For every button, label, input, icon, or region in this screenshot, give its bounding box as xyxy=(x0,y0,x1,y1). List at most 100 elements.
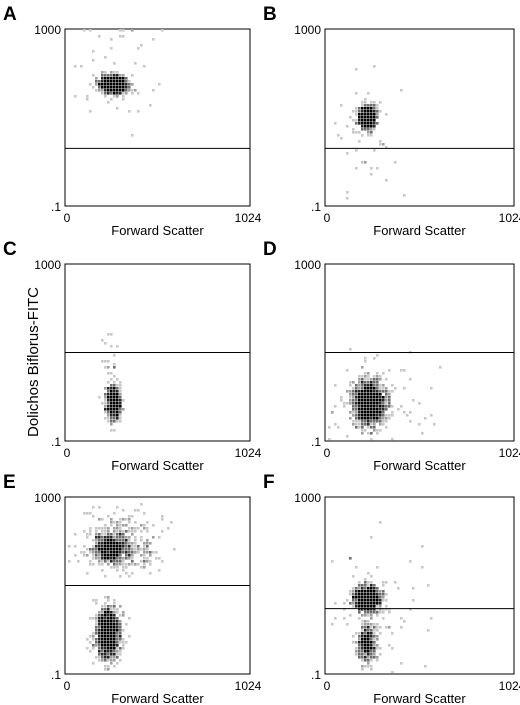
density-cell xyxy=(119,638,122,641)
density-cell xyxy=(122,524,125,527)
density-cell xyxy=(370,101,373,104)
density-cell xyxy=(98,641,101,644)
density-cell xyxy=(107,650,110,653)
density-cell xyxy=(113,62,116,65)
density-cell xyxy=(352,387,355,390)
density-cell xyxy=(131,554,134,557)
density-cell xyxy=(134,527,137,530)
density-cell xyxy=(131,557,134,560)
density-cell xyxy=(116,414,119,417)
density-cell xyxy=(388,611,391,614)
density-cell xyxy=(74,65,77,68)
density-cell xyxy=(352,119,355,122)
density-cell xyxy=(382,417,385,420)
density-cell xyxy=(92,59,95,62)
density-cell xyxy=(104,92,107,95)
density-cell xyxy=(101,83,104,86)
density-cell xyxy=(370,665,373,668)
density-cell xyxy=(367,372,370,375)
density-cell xyxy=(116,390,119,393)
density-cell xyxy=(113,605,116,608)
x-tick-label-max: 1024 xyxy=(499,211,520,225)
density-cell xyxy=(367,387,370,390)
density-cell xyxy=(397,408,400,411)
density-cell xyxy=(361,417,364,420)
density-cell xyxy=(376,414,379,417)
density-cell xyxy=(376,611,379,614)
density-cell xyxy=(104,644,107,647)
plot-frame xyxy=(64,28,251,207)
density-cell xyxy=(373,644,376,647)
density-cell xyxy=(113,653,116,656)
density-cell xyxy=(421,432,424,435)
density-cell xyxy=(110,89,113,92)
density-cell xyxy=(358,617,361,620)
density-cell xyxy=(95,620,98,623)
density-cell xyxy=(349,393,352,396)
density-cell xyxy=(352,128,355,131)
density-cell xyxy=(110,390,113,393)
density-cell xyxy=(116,384,119,387)
density-cell xyxy=(95,77,98,80)
density-cell xyxy=(116,560,119,563)
density-cell xyxy=(364,107,367,110)
density-cell xyxy=(367,417,370,420)
density-cell xyxy=(122,74,125,77)
density-cell xyxy=(113,626,116,629)
density-points xyxy=(328,348,442,441)
density-cell xyxy=(104,366,107,369)
density-cell xyxy=(373,599,376,602)
density-cell xyxy=(125,524,128,527)
density-cell xyxy=(122,89,125,92)
density-cell xyxy=(143,542,146,545)
density-cell xyxy=(367,608,370,611)
density-cell xyxy=(119,77,122,80)
density-cell xyxy=(343,405,346,408)
density-cell xyxy=(370,611,373,614)
density-cell xyxy=(113,566,116,569)
density-cell xyxy=(349,402,352,405)
density-cell xyxy=(113,390,116,393)
density-cell xyxy=(355,68,358,71)
density-cell xyxy=(361,414,364,417)
density-cell xyxy=(373,605,376,608)
density-cell xyxy=(98,650,101,653)
density-cell xyxy=(80,65,83,68)
density-cell xyxy=(116,530,119,533)
density-cell xyxy=(373,638,376,641)
density-cell xyxy=(125,566,128,569)
density-cell xyxy=(110,74,113,77)
density-cell xyxy=(119,393,122,396)
density-cell xyxy=(373,390,376,393)
density-cell xyxy=(101,92,104,95)
density-cell xyxy=(119,548,122,551)
density-cell xyxy=(355,107,358,110)
density-cell xyxy=(104,575,107,578)
density-cell xyxy=(89,563,92,566)
density-cell xyxy=(98,614,101,617)
x-tick-label-max: 1024 xyxy=(235,446,262,460)
density-cell xyxy=(370,659,373,662)
density-cell xyxy=(128,80,131,83)
density-cell xyxy=(364,411,367,414)
density-cell xyxy=(107,393,110,396)
density-cell xyxy=(382,611,385,614)
density-cell xyxy=(104,89,107,92)
density-cell xyxy=(376,626,379,629)
density-cell xyxy=(379,402,382,405)
density-cell xyxy=(367,623,370,626)
density-cell xyxy=(143,548,146,551)
density-cell xyxy=(361,599,364,602)
density-cell xyxy=(113,539,116,542)
density-cell xyxy=(346,191,349,194)
density-cell xyxy=(340,104,343,107)
density-cell xyxy=(113,420,116,423)
density-cell xyxy=(367,611,370,614)
density-cell xyxy=(352,131,355,134)
density-cell xyxy=(113,384,116,387)
density-cell xyxy=(101,644,104,647)
density-cell xyxy=(92,632,95,635)
density-cell xyxy=(116,80,119,83)
density-cell xyxy=(107,80,110,83)
density-cell xyxy=(110,429,113,432)
